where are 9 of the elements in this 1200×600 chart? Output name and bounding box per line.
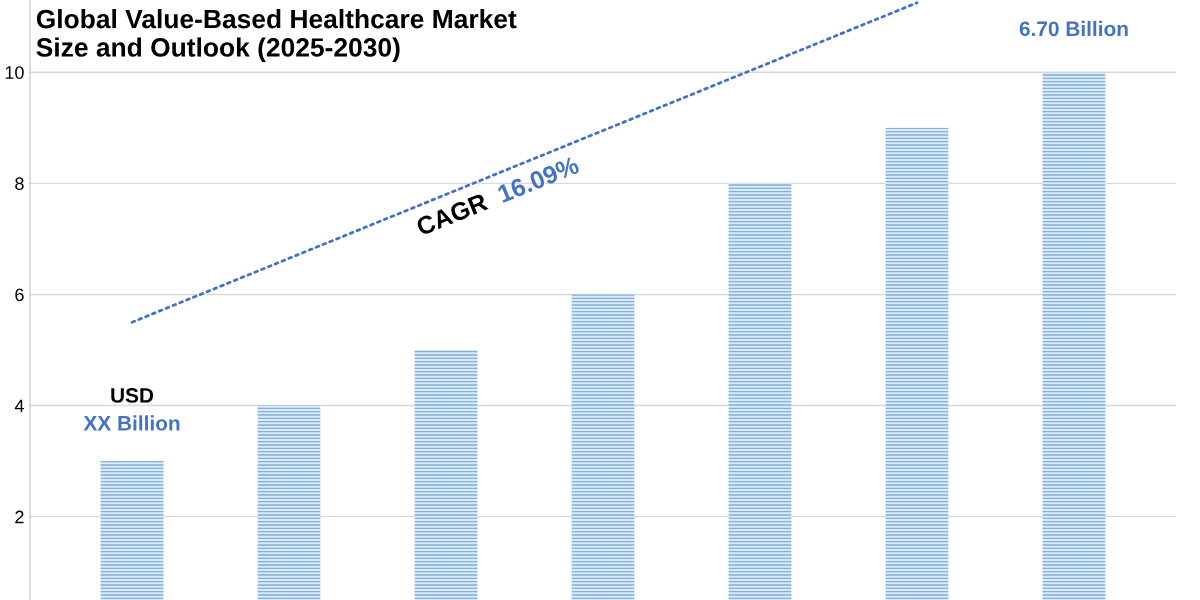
y-tick-label: 6 [15,288,24,302]
y-tick-label: 2 [15,510,24,524]
annotation: XX Billion [83,415,180,431]
annotation: 6.70 Billion [1019,20,1128,37]
text: Global Value-Based Healthcare Market Size and Outlook (2025-2030) [36,9,517,63]
y-tick-label: 8 [15,177,24,191]
annotation: USD [111,388,154,403]
y-tick-label: 10 [5,66,24,79]
y-tick-label: 4 [14,399,24,413]
